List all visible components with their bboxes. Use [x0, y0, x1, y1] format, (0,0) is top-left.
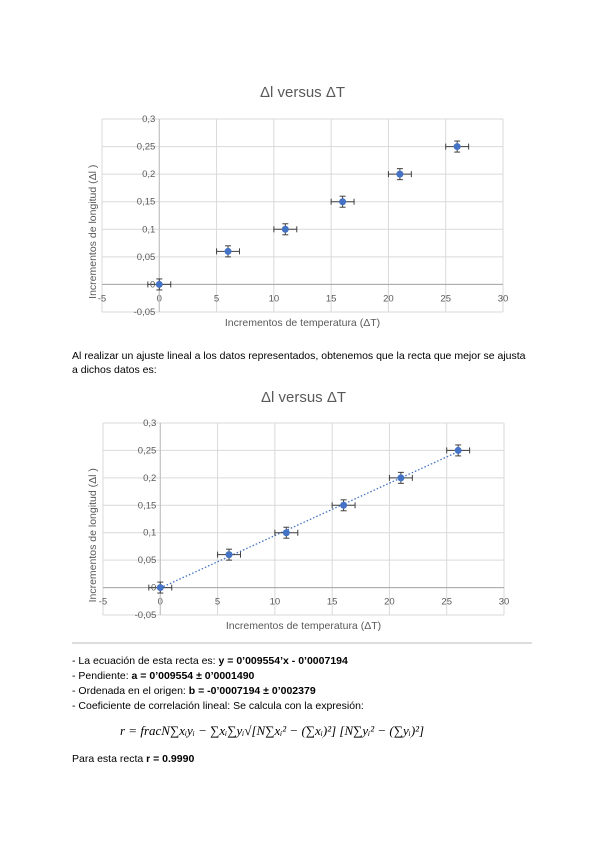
data-point — [454, 446, 462, 454]
data-point — [282, 529, 290, 537]
intercept-value: b = -0’0007194 ± 0’002379 — [188, 685, 316, 697]
intercept-label: - Ordenada en el origen: — [72, 685, 189, 697]
data-point — [340, 501, 348, 509]
x-tick-label: 25 — [441, 597, 452, 608]
x-axis-title: Incrementos de temperatura (ΔT) — [226, 620, 381, 632]
x-tick-label: 15 — [326, 293, 337, 304]
y-axis-title: Incrementos de longitud (Δl ) — [87, 468, 99, 602]
y-tick-label: 0,15 — [137, 197, 156, 208]
x-tick-label: 30 — [499, 597, 510, 608]
y-tick-label: 0,2 — [142, 169, 155, 180]
x-tick-label: 5 — [215, 597, 220, 608]
y-tick-label: 0,3 — [142, 114, 155, 125]
data-point — [155, 280, 163, 288]
y-tick-label: -0,05 — [134, 307, 156, 318]
x-axis-title: Incrementos de temperatura (ΔT) — [225, 317, 380, 329]
y-tick-label: 0,05 — [137, 252, 156, 263]
correlation-line: - Coeficiente de correlación lineal: Se … — [72, 700, 364, 712]
intercept-line: - Ordenada en el origen: b = -0’0007194 … — [72, 685, 316, 697]
x-tick-label: -5 — [98, 293, 106, 304]
slope-line: - Pendiente: a = 0’009554 ± 0’0001490 — [72, 670, 254, 682]
data-point — [396, 170, 404, 178]
intro-paragraph: Al realizar un ajuste lineal a los datos… — [72, 350, 526, 376]
data-point — [281, 225, 289, 233]
data-point — [339, 198, 347, 206]
x-tick-label: 20 — [383, 293, 394, 304]
x-tick-label: 20 — [384, 597, 395, 608]
final-value: r = 0.9990 — [146, 753, 195, 765]
y-tick-label: -0,05 — [135, 610, 157, 621]
y-tick-label: 0,25 — [137, 142, 156, 153]
data-point — [156, 584, 164, 592]
y-tick-label: 0,3 — [143, 418, 156, 429]
chart-1: Δl versus ΔT-5051015202530-0,0500,050,10… — [87, 84, 509, 329]
data-point — [397, 474, 405, 482]
slope-label: - Pendiente: — [72, 670, 132, 682]
x-tick-label: 10 — [269, 293, 280, 304]
y-tick-label: 0,15 — [138, 500, 157, 511]
data-point — [453, 143, 461, 151]
equation-value: y = 0’009554’x - 0’0007194 — [218, 655, 348, 667]
y-tick-label: 0,05 — [138, 555, 157, 566]
x-tick-label: 15 — [327, 597, 338, 608]
y-tick-label: 0,25 — [138, 445, 157, 456]
y-tick-label: 0,1 — [143, 528, 156, 539]
y-tick-label: 0,1 — [142, 224, 155, 235]
trendline — [160, 451, 459, 589]
data-point — [225, 551, 233, 559]
data-point — [224, 247, 232, 255]
x-tick-label: 10 — [270, 597, 281, 608]
final-label: Para esta recta — [72, 753, 147, 765]
x-tick-label: 30 — [498, 293, 509, 304]
x-tick-label: 25 — [440, 293, 451, 304]
divider — [72, 642, 532, 644]
y-axis-title: Incrementos de longitud (Δl ) — [87, 165, 99, 299]
final-line: Para esta recta r = 0.9990 — [72, 753, 194, 765]
equation-line: - La ecuación de esta recta es: y = 0’00… — [72, 655, 348, 667]
correlation-formula: r = fracN∑xᵢyᵢ − ∑xᵢ∑yᵢ√[N∑xᵢ² − (∑xᵢ)²]… — [120, 723, 425, 738]
chart-title: Δl versus ΔT — [260, 84, 345, 101]
y-tick-label: 0,2 — [143, 473, 156, 484]
slope-value: a = 0’009554 ± 0’0001490 — [131, 670, 255, 682]
x-tick-label: -5 — [99, 597, 107, 608]
chart-title: Δl versus ΔT — [261, 389, 346, 406]
x-tick-label: 5 — [214, 293, 219, 304]
chart-2: Δl versus ΔT-5051015202530-0,0500,050,10… — [87, 389, 510, 632]
equation-label: - La ecuación de esta recta es: — [72, 655, 219, 667]
